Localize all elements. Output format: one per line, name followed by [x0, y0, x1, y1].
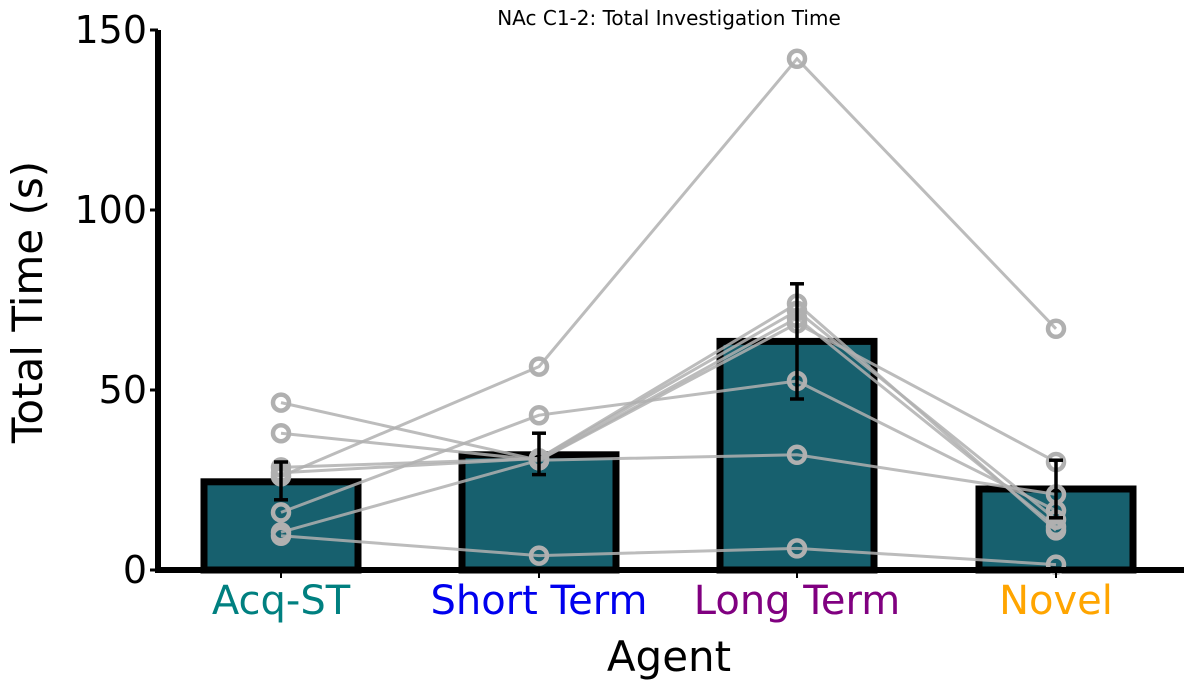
- subject-line-3: [280, 308, 1057, 521]
- subject-line-6: [280, 321, 1057, 534]
- y-tick-label: 50: [99, 368, 147, 412]
- subject-point: [528, 545, 550, 566]
- x-tick-label: Long Term: [694, 578, 900, 624]
- error-bar: [274, 460, 288, 502]
- x-tick-label: Acq-ST: [212, 578, 351, 624]
- y-tick-label: 150: [74, 8, 147, 52]
- subject-line-2: [280, 316, 1057, 528]
- subject-point: [270, 422, 292, 444]
- error-bar: [790, 282, 804, 401]
- subject-line-5: [280, 379, 1057, 514]
- x-tick-label: Novel: [999, 578, 1113, 624]
- subject-line-1: [280, 401, 1057, 496]
- x-labels-layer: Acq-ST Short Term Long Term Novel: [212, 570, 1113, 624]
- error-bars-layer: [274, 282, 1063, 520]
- subject-point: [270, 525, 292, 547]
- subject-points-layer: [270, 48, 1067, 575]
- error-bar: [1049, 458, 1063, 520]
- y-tick-label: 100: [74, 188, 147, 232]
- axes-layer: [155, 30, 1184, 573]
- y-axis-label: Total Time (s): [3, 161, 52, 444]
- x-axis-label: Agent: [607, 632, 731, 681]
- subject-point: [786, 48, 808, 70]
- subject-line-8: [280, 301, 1057, 532]
- subject-line-4: [280, 56, 1058, 478]
- subject-point: [528, 404, 550, 426]
- y-tick-label: 0: [123, 548, 147, 592]
- chart-title: NAc C1-2: Total Investigation Time: [497, 6, 841, 30]
- error-bar: [532, 431, 546, 477]
- subject-point: [528, 356, 550, 377]
- subject-point: [270, 392, 292, 413]
- y-ticks-layer: 0 50 100 150: [74, 8, 158, 592]
- subject-point: [1045, 318, 1067, 340]
- bars-layer: [200, 337, 1137, 574]
- subject-lines-layer: [280, 56, 1058, 567]
- subject-point: [1045, 520, 1067, 541]
- subject-line-7: [280, 534, 1057, 567]
- subject-point: [786, 444, 808, 466]
- subject-point: [786, 538, 808, 559]
- x-tick-label: Short Term: [430, 578, 647, 624]
- subject-point: [270, 502, 292, 523]
